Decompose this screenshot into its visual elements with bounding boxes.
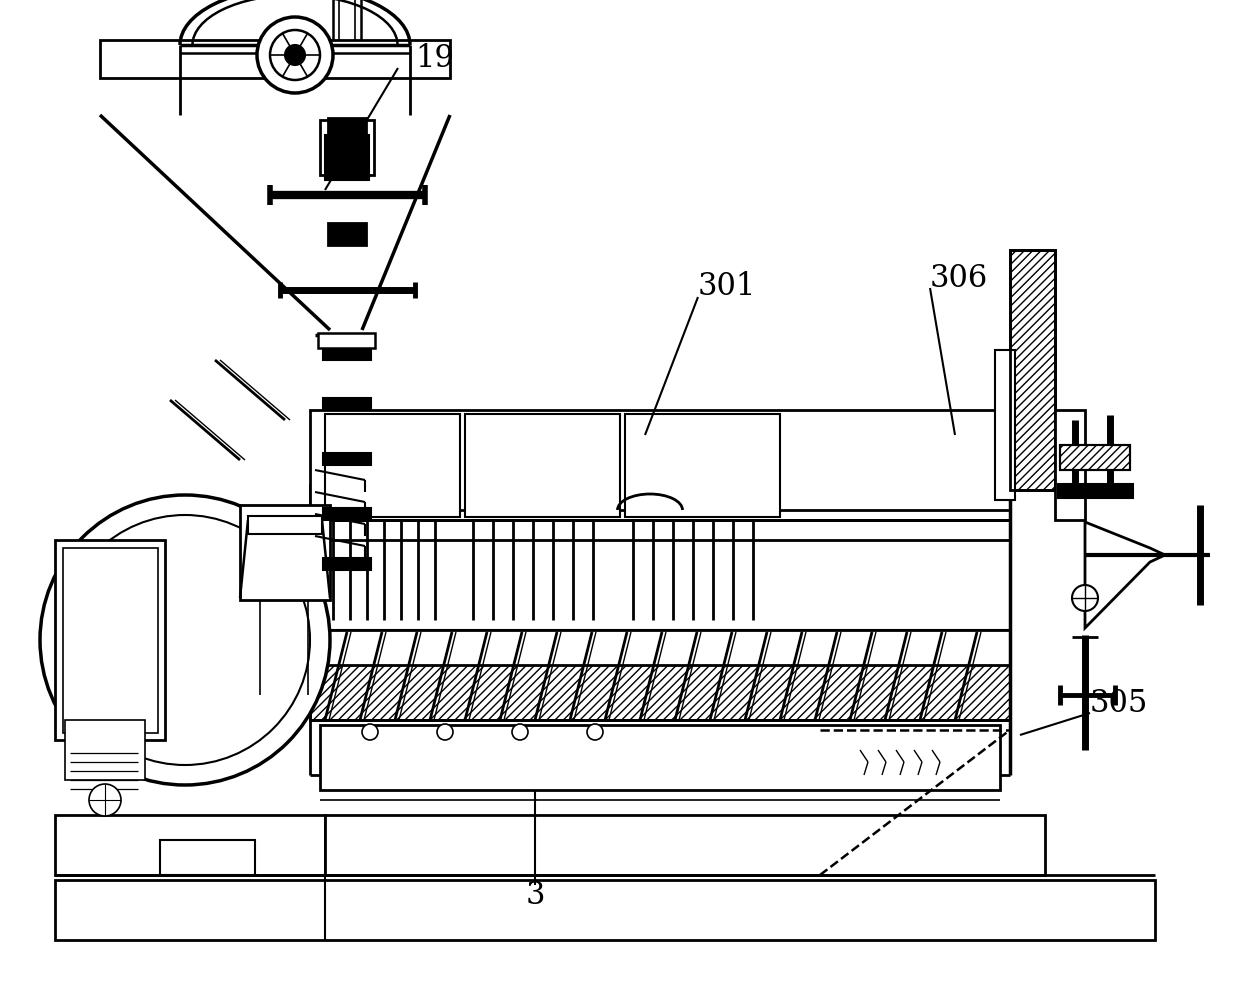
Bar bbox=[339, 0, 355, 50]
Text: 19: 19 bbox=[415, 42, 454, 74]
Bar bbox=[1011, 250, 1055, 490]
Bar bbox=[317, 333, 374, 348]
Bar bbox=[64, 720, 145, 780]
Bar bbox=[320, 725, 999, 790]
Text: 306: 306 bbox=[930, 262, 988, 294]
Bar bbox=[1058, 484, 1133, 498]
Bar bbox=[625, 414, 780, 517]
Bar bbox=[322, 508, 371, 520]
Bar bbox=[334, 0, 361, 50]
Circle shape bbox=[257, 17, 334, 93]
Circle shape bbox=[587, 724, 603, 740]
Bar bbox=[160, 840, 255, 875]
Circle shape bbox=[40, 495, 330, 785]
Circle shape bbox=[270, 30, 320, 80]
Circle shape bbox=[1073, 585, 1097, 611]
Bar bbox=[248, 516, 322, 534]
Bar bbox=[1060, 445, 1130, 470]
Bar bbox=[322, 453, 371, 465]
Bar bbox=[310, 540, 1011, 630]
Bar bbox=[100, 40, 450, 78]
Bar bbox=[325, 414, 460, 517]
Bar bbox=[1060, 445, 1130, 470]
Bar bbox=[1011, 250, 1055, 490]
Bar bbox=[322, 348, 371, 360]
Bar bbox=[994, 350, 1016, 500]
Circle shape bbox=[89, 784, 122, 816]
Bar bbox=[63, 548, 157, 733]
Bar bbox=[320, 120, 374, 175]
Bar bbox=[310, 485, 1011, 510]
Bar bbox=[1055, 410, 1085, 520]
Text: 3: 3 bbox=[526, 880, 544, 910]
Bar bbox=[55, 880, 1154, 940]
Bar bbox=[329, 223, 366, 245]
Circle shape bbox=[60, 515, 310, 765]
Circle shape bbox=[436, 724, 453, 740]
Text: 301: 301 bbox=[698, 270, 756, 301]
Text: 305: 305 bbox=[1090, 687, 1148, 719]
Bar bbox=[310, 665, 1011, 720]
Bar bbox=[325, 815, 1045, 875]
Circle shape bbox=[285, 45, 305, 65]
Bar bbox=[241, 505, 330, 600]
Bar bbox=[55, 815, 325, 875]
Bar bbox=[465, 414, 620, 517]
Bar bbox=[329, 118, 366, 140]
Circle shape bbox=[362, 724, 378, 740]
Bar bbox=[310, 410, 1011, 520]
Circle shape bbox=[512, 724, 528, 740]
Polygon shape bbox=[1085, 522, 1166, 628]
Bar bbox=[322, 558, 371, 570]
Bar bbox=[55, 540, 165, 740]
Bar bbox=[322, 398, 371, 410]
Bar bbox=[325, 135, 370, 180]
